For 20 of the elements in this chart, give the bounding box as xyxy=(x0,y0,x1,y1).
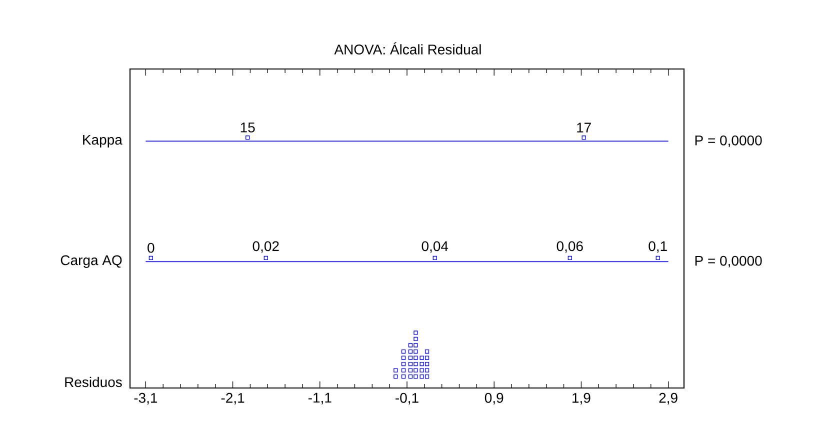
text: P = 0,0000 xyxy=(695,135,762,148)
y-tick-label: Kappa xyxy=(83,134,122,148)
x-tick-label: -1,1 xyxy=(308,392,332,404)
chart-title: ANOVA: Álcali Residual xyxy=(334,42,481,54)
annotation: 15 xyxy=(240,122,255,132)
annotation: 0,04 xyxy=(422,241,448,253)
x-tick-label: 2,9 xyxy=(659,392,678,404)
y-tick-label: Carga AQ xyxy=(60,255,122,268)
annotation: 17 xyxy=(577,122,591,132)
annotation: 0 xyxy=(148,242,154,253)
x-tick-label: 0,9 xyxy=(484,392,504,404)
annotation: 0,1 xyxy=(648,241,667,253)
annotation: 0,06 xyxy=(556,241,583,253)
x-tick-label: -3,1 xyxy=(134,392,158,404)
y-tick-label: Residuos xyxy=(65,376,122,388)
x-tick-label: -0,1 xyxy=(396,392,418,404)
text: P = 0,0000 xyxy=(695,256,762,268)
x-tick-label: 1,9 xyxy=(572,392,590,404)
x-tick-label: -2,1 xyxy=(221,392,244,404)
annotation: 0,02 xyxy=(252,241,279,253)
